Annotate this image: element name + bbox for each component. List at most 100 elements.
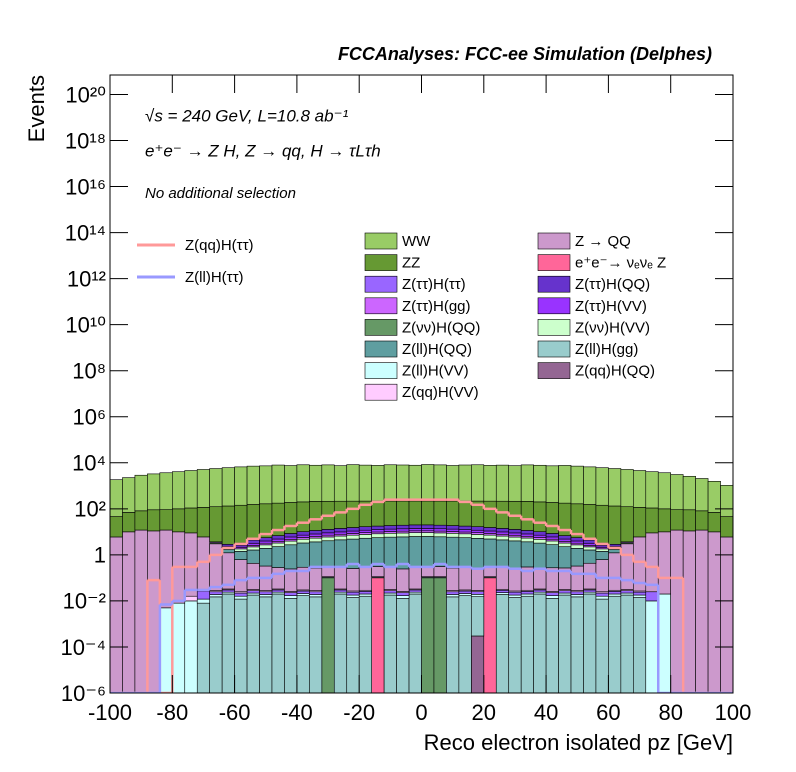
- bar: [533, 501, 547, 533]
- bar: [595, 595, 609, 600]
- bar: [471, 594, 485, 597]
- bar: [545, 592, 559, 596]
- bar: [246, 592, 260, 596]
- bar: [172, 602, 186, 693]
- bar: [296, 593, 310, 596]
- legend-swatch: [537, 319, 571, 336]
- bar: [408, 567, 422, 590]
- bar: [421, 464, 435, 502]
- bar: [495, 539, 510, 568]
- bar: [570, 537, 584, 542]
- bar: [471, 635, 485, 693]
- annotation: e⁺e⁻ → Z H, Z → qq, H → τLτh: [145, 141, 381, 160]
- bar: [471, 596, 485, 637]
- bar: [508, 529, 522, 534]
- bar: [446, 465, 460, 502]
- bar: [670, 509, 684, 531]
- bar: [246, 542, 260, 546]
- chart-title: FCCAnalyses: FCC-ee Simulation (Delphes): [338, 44, 712, 64]
- bar: [620, 594, 634, 693]
- bar: [520, 501, 534, 531]
- bar: [184, 507, 198, 534]
- bar: [234, 551, 248, 560]
- bar: [246, 562, 260, 590]
- legend-swatch: [364, 340, 398, 358]
- bar: [608, 595, 622, 693]
- bar: [433, 524, 447, 530]
- bar: [458, 593, 472, 596]
- bar: [620, 469, 634, 508]
- bar: [421, 524, 435, 529]
- bar: [570, 596, 584, 693]
- y-tick-label: 10⁸: [72, 359, 106, 384]
- bar: [371, 465, 385, 502]
- bar: [159, 607, 173, 693]
- legend-label: Z(ll)H(ττ): [185, 269, 244, 286]
- bar: [620, 506, 634, 543]
- bar: [558, 592, 572, 596]
- bar: [284, 597, 298, 693]
- bar: [682, 509, 696, 532]
- bar: [284, 568, 298, 592]
- bar: [545, 465, 559, 503]
- y-tick-label: 10⁶: [72, 405, 106, 430]
- x-tick-label: 60: [596, 700, 620, 725]
- bar: [595, 559, 609, 593]
- bar: [159, 472, 173, 510]
- bar: [458, 529, 472, 533]
- y-tick-label: 10⁻⁴: [60, 635, 106, 660]
- bar: [333, 500, 348, 529]
- bar: [259, 503, 273, 538]
- legend-label: e⁺e⁻→ νₑνₑ Z: [575, 255, 666, 272]
- bar: [209, 542, 223, 545]
- bar: [421, 577, 435, 693]
- bar: [259, 544, 273, 549]
- bar: [296, 590, 310, 594]
- bar: [309, 591, 323, 595]
- bar: [284, 540, 298, 546]
- bar: [545, 597, 559, 693]
- bar: [471, 526, 485, 531]
- bar: [707, 512, 721, 533]
- bar: [495, 500, 510, 529]
- legend-swatch: [537, 254, 571, 271]
- bar: [595, 467, 609, 506]
- bar: [620, 592, 634, 596]
- bar: [396, 524, 410, 530]
- bar: [583, 549, 597, 564]
- bar: [333, 465, 348, 502]
- bar: [234, 466, 248, 506]
- bar: [495, 535, 510, 541]
- bar: [645, 507, 659, 534]
- bar: [595, 551, 609, 560]
- legend-label: Z(νν)H(VV): [575, 319, 650, 336]
- y-tick-label: 10¹⁸: [65, 128, 106, 153]
- bar: [184, 532, 198, 597]
- bar: [284, 502, 298, 534]
- bar: [333, 535, 348, 541]
- legend-swatch: [364, 254, 398, 271]
- bar: [309, 464, 323, 502]
- bar: [633, 591, 647, 596]
- bar: [196, 602, 210, 693]
- bar: [446, 528, 460, 532]
- bar: [309, 537, 323, 543]
- legend-swatch: [537, 232, 571, 250]
- bar: [271, 535, 285, 540]
- bar: [408, 500, 422, 526]
- legend-swatch: [364, 275, 398, 293]
- bar: [196, 598, 210, 604]
- bar: [209, 596, 223, 693]
- bar: [284, 533, 298, 538]
- bar: [508, 536, 522, 542]
- bar: [533, 593, 547, 693]
- bar: [396, 568, 410, 592]
- bar: [259, 540, 273, 544]
- bar: [608, 468, 622, 507]
- bar: [545, 502, 559, 534]
- bar: [122, 512, 136, 533]
- bar: [446, 525, 460, 530]
- bar: [570, 465, 584, 505]
- y-tick-label: 10¹⁴: [65, 220, 106, 245]
